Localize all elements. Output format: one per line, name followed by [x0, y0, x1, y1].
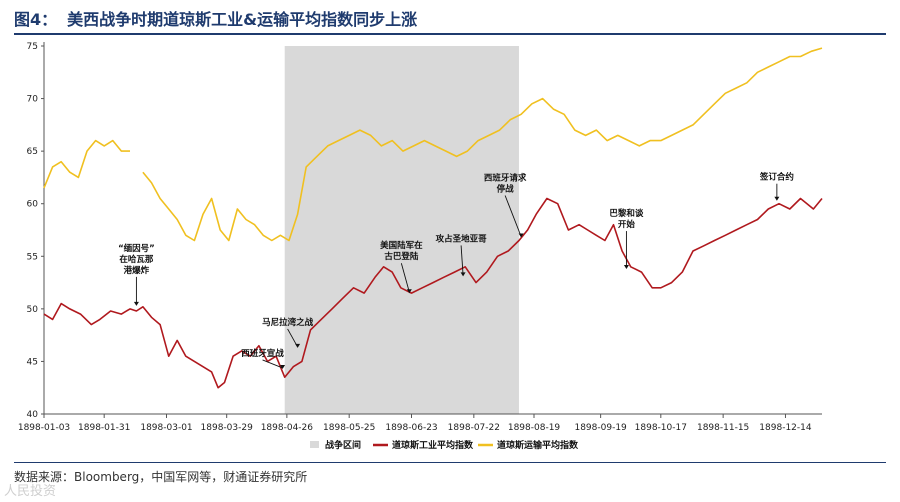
x-tick-label: 1898-03-29 [201, 423, 254, 433]
x-tick-label: 1898-05-25 [323, 423, 375, 433]
annotation-label: 攻占圣地亚哥 [436, 233, 488, 244]
legend-war-period: 战争区间 [310, 439, 361, 451]
annotation-arrow-head [774, 196, 780, 201]
annotation-arrow-line [504, 195, 522, 237]
annotation-label: 巴黎和谈 [609, 208, 644, 219]
war-period-band [284, 46, 519, 414]
annotation-label: 签订合约 [759, 172, 795, 183]
annotation-label: 古巴登陆 [384, 251, 419, 262]
source-note: 数据来源：Bloomberg，中国军网等，财通证券研究所 [14, 470, 308, 484]
legend-transport: 道琼斯运输平均指数 [478, 439, 579, 451]
annotation-label: 马尼拉湾之战 [262, 317, 314, 328]
y-tick-label: 70 [27, 95, 39, 105]
x-tick-label: 1898-01-03 [18, 423, 70, 433]
x-tick-label: 1898-07-22 [448, 423, 500, 433]
y-tick-label: 60 [27, 200, 39, 210]
y-tick-label: 45 [27, 357, 38, 367]
annotation-arrow-head [280, 364, 286, 369]
annotation: 攻占圣地亚哥 [436, 233, 488, 277]
x-tick-label: 1898-09-19 [574, 423, 627, 433]
y-tick-label: 75 [27, 42, 38, 52]
y-tick-label: 55 [27, 252, 38, 262]
chart-title: 美西战争时期道琼斯工业&运输平均指数同步上涨 [67, 10, 418, 29]
annotation-label: 西班牙宣战 [241, 348, 284, 359]
annotation-label: 西班牙请求 [484, 173, 527, 184]
annotation: 西班牙宣战 [241, 348, 286, 369]
y-tick-label: 50 [27, 305, 39, 315]
annotation-label: 港爆炸 [124, 265, 150, 276]
annotation-arrow-head [460, 272, 466, 277]
industrial-index-line [43, 197, 823, 389]
annotation-arrow-head [518, 233, 524, 238]
annotation-label: 开始 [618, 219, 636, 230]
x-tick-label: 1898-03-01 [140, 423, 192, 433]
annotation-label: 在哈瓦那 [119, 254, 154, 265]
transport-index-line [43, 47, 823, 242]
x-tick-label: 1898-01-31 [78, 423, 130, 433]
annotation-label: 停战 [497, 184, 515, 195]
annotation: 马尼拉湾之战 [262, 317, 314, 348]
annotation-arrow-line [400, 263, 410, 293]
legend-swatch [310, 441, 319, 448]
watermark: 人民投资 [4, 484, 57, 499]
x-tick-label: 1898-11-15 [697, 423, 749, 433]
figure-label: 图4： [14, 10, 58, 29]
annotation-label: 美国陆军在 [380, 240, 423, 251]
x-tick-label: 1898-12-14 [759, 423, 812, 433]
annotation-arrow-line [460, 245, 464, 276]
annotation-arrow-head [623, 265, 629, 270]
title-divider [14, 33, 886, 35]
x-tick-label: 1898-10-17 [635, 423, 687, 433]
y-tick-label: 40 [27, 410, 39, 420]
legend-label: 道琼斯运输平均指数 [497, 439, 579, 451]
title-row: 图4： 美西战争时期道琼斯工业&运输平均指数同步上涨 [14, 6, 886, 32]
legend-industrial: 道琼斯工业平均指数 [373, 439, 474, 451]
annotation-label: “缅因号” [118, 243, 155, 254]
footer-divider [14, 462, 886, 463]
y-tick-label: 65 [27, 147, 38, 157]
legend-label: 道琼斯工业平均指数 [392, 439, 474, 451]
annotation-arrow-head [295, 343, 301, 348]
annotation-arrow-line [262, 359, 283, 369]
annotation-arrow-head [406, 289, 412, 294]
x-tick-label: 1898-06-23 [385, 423, 437, 433]
line-chart: 40 45 50 55 60 65 70 75 1898-01-03 1898-01-31 1898… [18, 42, 823, 451]
legend-label: 战争区间 [325, 439, 361, 451]
x-tick-label: 1898-08-19 [508, 423, 561, 433]
x-tick-label: 1898-04-26 [261, 423, 314, 433]
annotation: 签订合约 [759, 172, 795, 201]
annotation-arrow-head [133, 301, 139, 306]
